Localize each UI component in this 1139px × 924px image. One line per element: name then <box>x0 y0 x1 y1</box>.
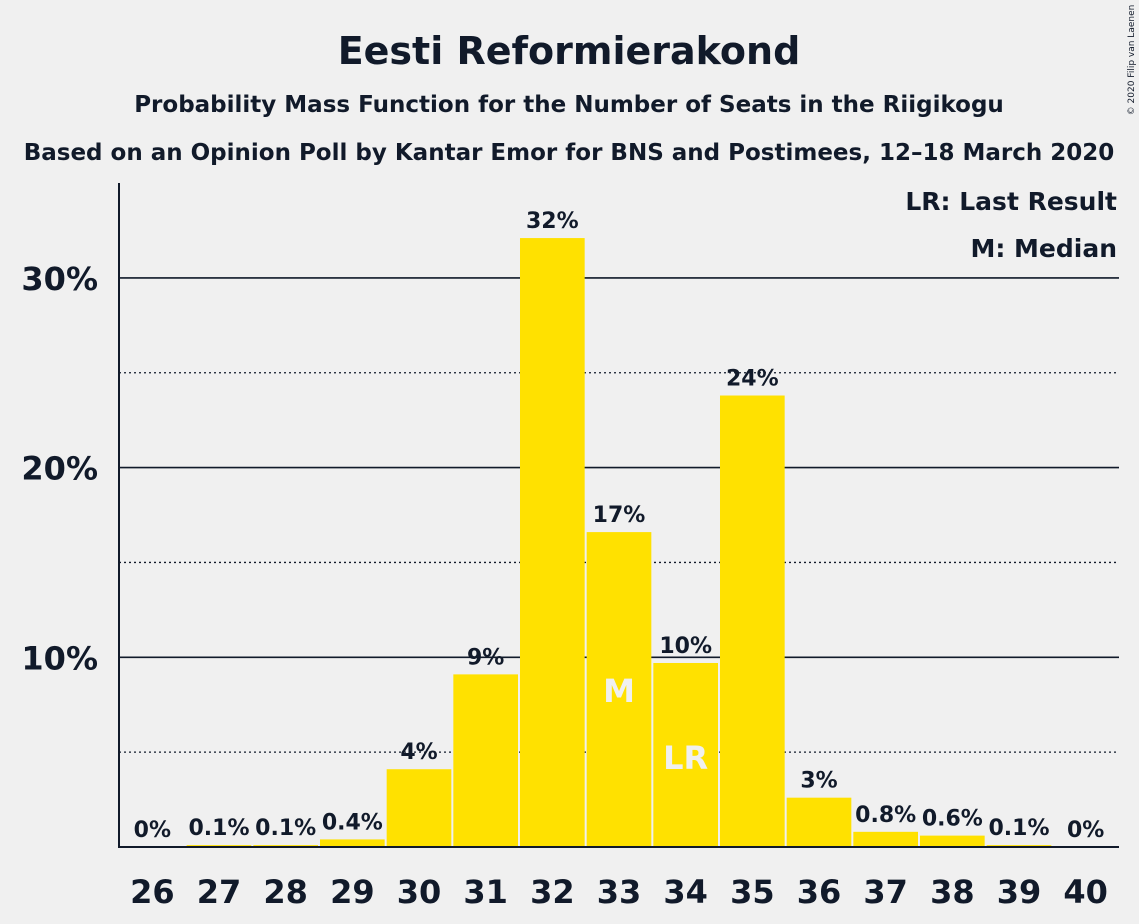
data-label-seat-34: 10% <box>659 634 712 659</box>
x-tick-label: 29 <box>330 873 375 911</box>
x-tick-label: 32 <box>530 873 575 911</box>
data-label-seat-37: 0.8% <box>855 803 916 828</box>
legend-last-result: LR: Last Result <box>905 187 1117 216</box>
x-tick-label: 36 <box>797 873 842 911</box>
x-tick-label: 35 <box>730 873 775 911</box>
bar-seat-34 <box>653 662 718 847</box>
x-tick-label: 27 <box>197 873 242 911</box>
bar-seat-35 <box>720 395 785 847</box>
data-label-seat-29: 0.4% <box>322 810 383 835</box>
data-label-seat-26: 0% <box>134 818 171 843</box>
chart-subtitle-2: Based on an Opinion Poll by Kantar Emor … <box>24 140 1115 166</box>
data-label-seat-36: 3% <box>800 769 837 794</box>
bar-seat-29 <box>320 839 385 847</box>
bar-seat-37 <box>853 831 918 847</box>
data-label-seat-38: 0.6% <box>922 807 983 832</box>
x-tick-label: 31 <box>463 873 508 911</box>
data-label-seat-33: 17% <box>593 503 646 528</box>
data-label-seat-27: 0.1% <box>188 816 249 841</box>
data-label-seat-30: 4% <box>400 740 437 765</box>
legend-median: M: Median <box>970 234 1117 263</box>
bar-seat-38 <box>920 835 985 847</box>
bar-seat-32 <box>520 238 585 848</box>
last-result-marker: LR <box>663 739 708 777</box>
bar-seat-30 <box>386 769 452 847</box>
y-tick-label: 10% <box>21 639 98 677</box>
bar-seat-36 <box>786 797 852 847</box>
bar-seat-33 <box>586 532 652 847</box>
x-tick-label: 34 <box>663 873 708 911</box>
median-marker: M <box>603 672 635 710</box>
x-tick-label: 28 <box>263 873 308 911</box>
data-label-seat-32: 32% <box>526 209 579 234</box>
data-label-seat-28: 0.1% <box>255 816 316 841</box>
data-label-seat-40: 0% <box>1067 818 1104 843</box>
axes: 10% 20% 30% 26 27 28 29 30 31 32 33 34 35 36 37 38 39 40 <box>21 183 1119 911</box>
bars <box>186 238 1052 848</box>
bar-seat-31 <box>453 674 518 847</box>
data-label-seat-39: 0.1% <box>988 816 1049 841</box>
x-tick-label: 33 <box>597 873 642 911</box>
chart-title: Eesti Reformierakond <box>338 29 801 73</box>
x-tick-label: 37 <box>863 873 908 911</box>
data-label-seat-31: 9% <box>467 645 504 670</box>
chart-subtitle: Probability Mass Function for the Number… <box>134 92 1004 118</box>
x-tick-label: 39 <box>997 873 1042 911</box>
data-labels: 0% 0.1% 0.1% 0.4%4%9%32%17%10%24%3%0.8% 0.6%… <box>134 209 1105 843</box>
data-label-seat-35: 24% <box>726 367 779 392</box>
y-tick-label: 30% <box>21 260 98 298</box>
x-tick-label: 26 <box>130 873 175 911</box>
x-tick-label: 30 <box>397 873 442 911</box>
copyright-text: © 2020 Filip van Laenen <box>1127 5 1137 116</box>
x-tick-label: 38 <box>930 873 975 911</box>
y-tick-label: 20% <box>21 450 98 488</box>
x-tick-label: 40 <box>1063 873 1108 911</box>
